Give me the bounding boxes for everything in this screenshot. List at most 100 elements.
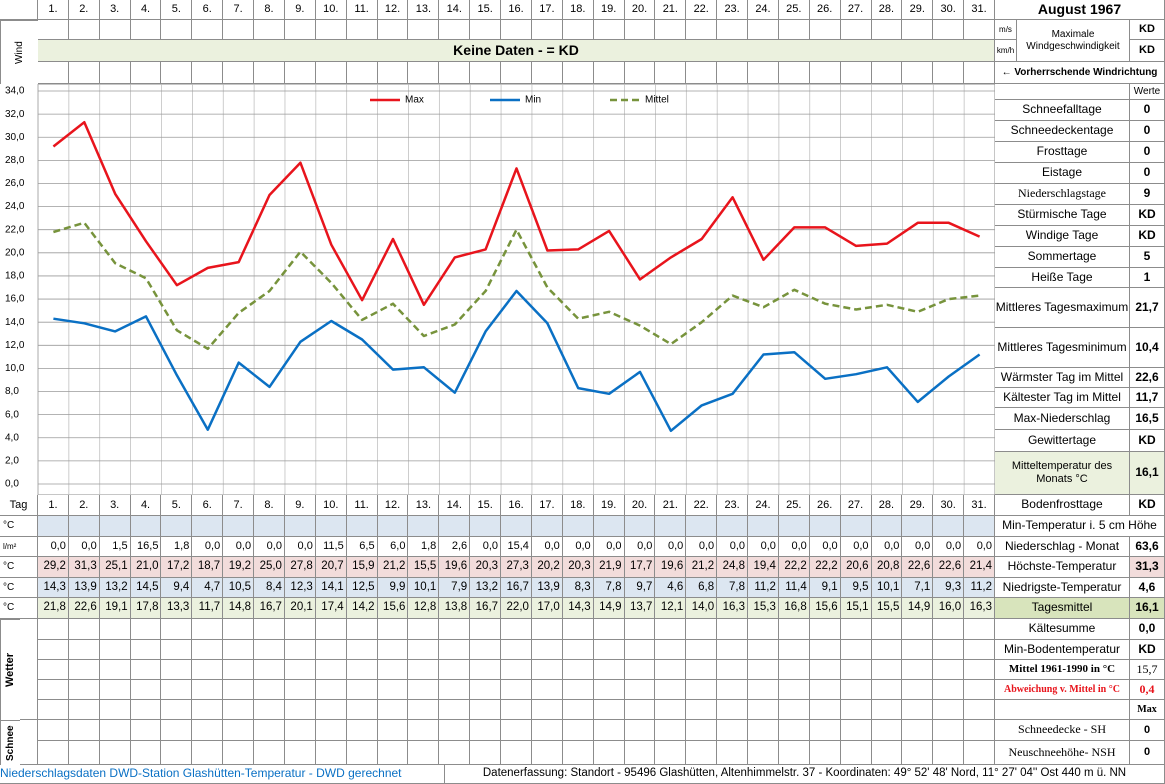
day-number: 15. (470, 495, 502, 516)
temperature: 11,7 (192, 598, 224, 619)
weather-cell (223, 660, 255, 680)
stat-label: Stürmische Tage (995, 205, 1130, 226)
weather-cell (531, 741, 563, 765)
weather-cell (38, 640, 69, 660)
temperature: 21,0 (130, 557, 162, 578)
blank (192, 516, 224, 537)
weather-cell (470, 680, 502, 700)
y-tick-label: 14,0 (5, 317, 25, 328)
day-number: 10. (315, 495, 347, 516)
day-number: 4. (130, 495, 162, 516)
precipitation: 0,0 (655, 537, 687, 557)
weather-cell (315, 660, 347, 680)
precipitation: 0,0 (192, 537, 224, 557)
y-tick-label: 10,0 (5, 363, 25, 374)
weather-cell (840, 640, 872, 660)
weather-cell (531, 700, 563, 720)
weather-cell (99, 700, 131, 720)
weather-cell (223, 680, 255, 700)
temperature: 19,2 (223, 557, 255, 578)
temperature: 13,3 (161, 598, 193, 619)
day-header: 8. (254, 0, 285, 20)
side-blank (20, 619, 38, 720)
max-header: Max (1130, 700, 1165, 720)
temperature: 11,2 (964, 578, 995, 598)
wind-speed-label: Maximale Windgeschwindigkeit (1017, 20, 1130, 62)
stat-value: 4,6 (1130, 578, 1165, 598)
y-tick-label: 34,0 (5, 86, 25, 97)
temperature: 25,1 (99, 557, 131, 578)
wind-cell (531, 62, 563, 84)
chart: 0,0 2,0 4,0 6,0 8,0 10,0 12,0 14,0 16,0 18,0 20,0 2… (5, 84, 995, 495)
temperature: 25,0 (254, 557, 285, 578)
weather-cell (778, 700, 810, 720)
temperature: 17,7 (624, 557, 656, 578)
temperature: 7,9 (439, 578, 471, 598)
unit: km/h (995, 40, 1017, 62)
precipitation: 0,0 (871, 537, 903, 557)
temperature: 11,2 (748, 578, 779, 598)
day-header: 4. (130, 0, 162, 20)
precipitation: 0,0 (254, 537, 285, 557)
weather-cell (655, 700, 687, 720)
weather-cell (439, 660, 471, 680)
stat-label: Frosttage (995, 142, 1130, 163)
temperature: 12,3 (284, 578, 316, 598)
blank (593, 516, 625, 537)
precipitation: 1,8 (161, 537, 193, 557)
wind-cell (439, 20, 471, 40)
weather-cell (38, 619, 69, 640)
wind-cell (192, 20, 224, 40)
wind-cell (624, 20, 656, 40)
wind-cell (99, 20, 131, 40)
stat-label: Windige Tage (995, 226, 1130, 247)
weather-cell (408, 720, 440, 741)
weather-cell (439, 700, 471, 720)
day-header: 24. (748, 0, 779, 20)
weather-cell (408, 700, 440, 720)
blank (223, 516, 255, 537)
temperature: 15,5 (408, 557, 440, 578)
temperature: 19,1 (99, 598, 131, 619)
precipitation: 0,0 (717, 537, 749, 557)
weather-cell (377, 680, 409, 700)
blank (964, 516, 995, 537)
stat-label: Wärmster Tag im Mittel (995, 368, 1130, 388)
weather-cell (593, 700, 625, 720)
day-number: 5. (161, 495, 193, 516)
day-header: 30. (933, 0, 965, 20)
stat-label: Sommertage (995, 247, 1130, 268)
stat-value: 0 (1130, 121, 1165, 142)
weather-cell (562, 680, 594, 700)
temperature: 10,1 (408, 578, 440, 598)
day-number: 26. (809, 495, 841, 516)
temperature: 7,8 (717, 578, 749, 598)
stat-label: Bodenfrosttage (995, 495, 1130, 516)
day-header: 1. (38, 0, 69, 20)
y-tick-label: 8,0 (5, 386, 19, 397)
weather-cell (377, 741, 409, 765)
wind-cell (439, 62, 471, 84)
temperature: 4,7 (192, 578, 224, 598)
weather-cell (686, 720, 718, 741)
weather-cell (99, 640, 131, 660)
temperature: 14,9 (902, 598, 934, 619)
day-header: 2. (68, 0, 100, 20)
stat-label: Tagesmittel (995, 598, 1130, 619)
precipitation: 0,0 (933, 537, 965, 557)
blank (284, 516, 316, 537)
temperature: 15,3 (748, 598, 779, 619)
weather-cell (501, 720, 532, 741)
weather-cell (871, 640, 903, 660)
day-header: 14. (439, 0, 471, 20)
wind-cell (284, 20, 316, 40)
temperature: 20,3 (562, 557, 594, 578)
weather-cell (778, 720, 810, 741)
weather-cell (809, 680, 841, 700)
legend-label: Max (405, 95, 424, 106)
precipitation: 0,0 (223, 537, 255, 557)
temperature: 13,7 (624, 598, 656, 619)
weather-cell (531, 720, 563, 741)
side-label: Wetter (0, 619, 20, 720)
temperature: 20,2 (531, 557, 563, 578)
